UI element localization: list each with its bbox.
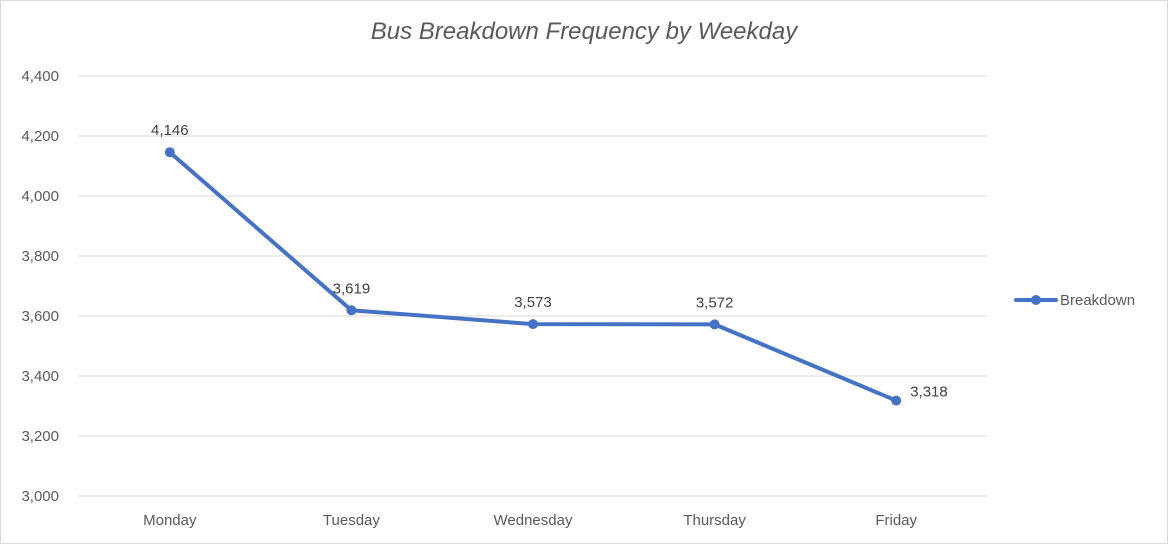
- data-point: [891, 395, 902, 406]
- x-tick-label: Monday: [143, 512, 197, 529]
- x-tick-label: Tuesday: [323, 512, 380, 529]
- y-tick-label: 4,200: [21, 128, 59, 145]
- y-tick-label: 4,400: [21, 68, 59, 85]
- data-label: 3,619: [333, 280, 371, 297]
- data-label: 4,146: [151, 122, 189, 139]
- data-point: [346, 305, 357, 316]
- x-tick-label: Wednesday: [494, 512, 573, 529]
- y-tick-label: 3,200: [21, 428, 59, 445]
- data-label: 3,572: [696, 294, 734, 311]
- data-point: [164, 147, 175, 158]
- data-label: 3,318: [910, 384, 948, 401]
- x-tick-label: Thursday: [683, 512, 746, 529]
- series-line: [167, 150, 899, 403]
- data-point: [709, 319, 720, 330]
- y-tick-label: 4,000: [21, 188, 59, 205]
- y-tick-label: 3,000: [21, 488, 59, 505]
- data-label: 3,573: [514, 294, 552, 311]
- y-tick-label: 3,400: [21, 368, 59, 385]
- y-tick-label: 3,800: [21, 248, 59, 265]
- y-tick-label: 3,600: [21, 308, 59, 325]
- chart-title: Bus Breakdown Frequency by Weekday: [370, 18, 798, 45]
- x-tick-label: Friday: [875, 512, 917, 529]
- legend-label: Breakdown: [1060, 292, 1135, 309]
- legend-marker: [1031, 295, 1041, 305]
- data-point: [528, 319, 538, 330]
